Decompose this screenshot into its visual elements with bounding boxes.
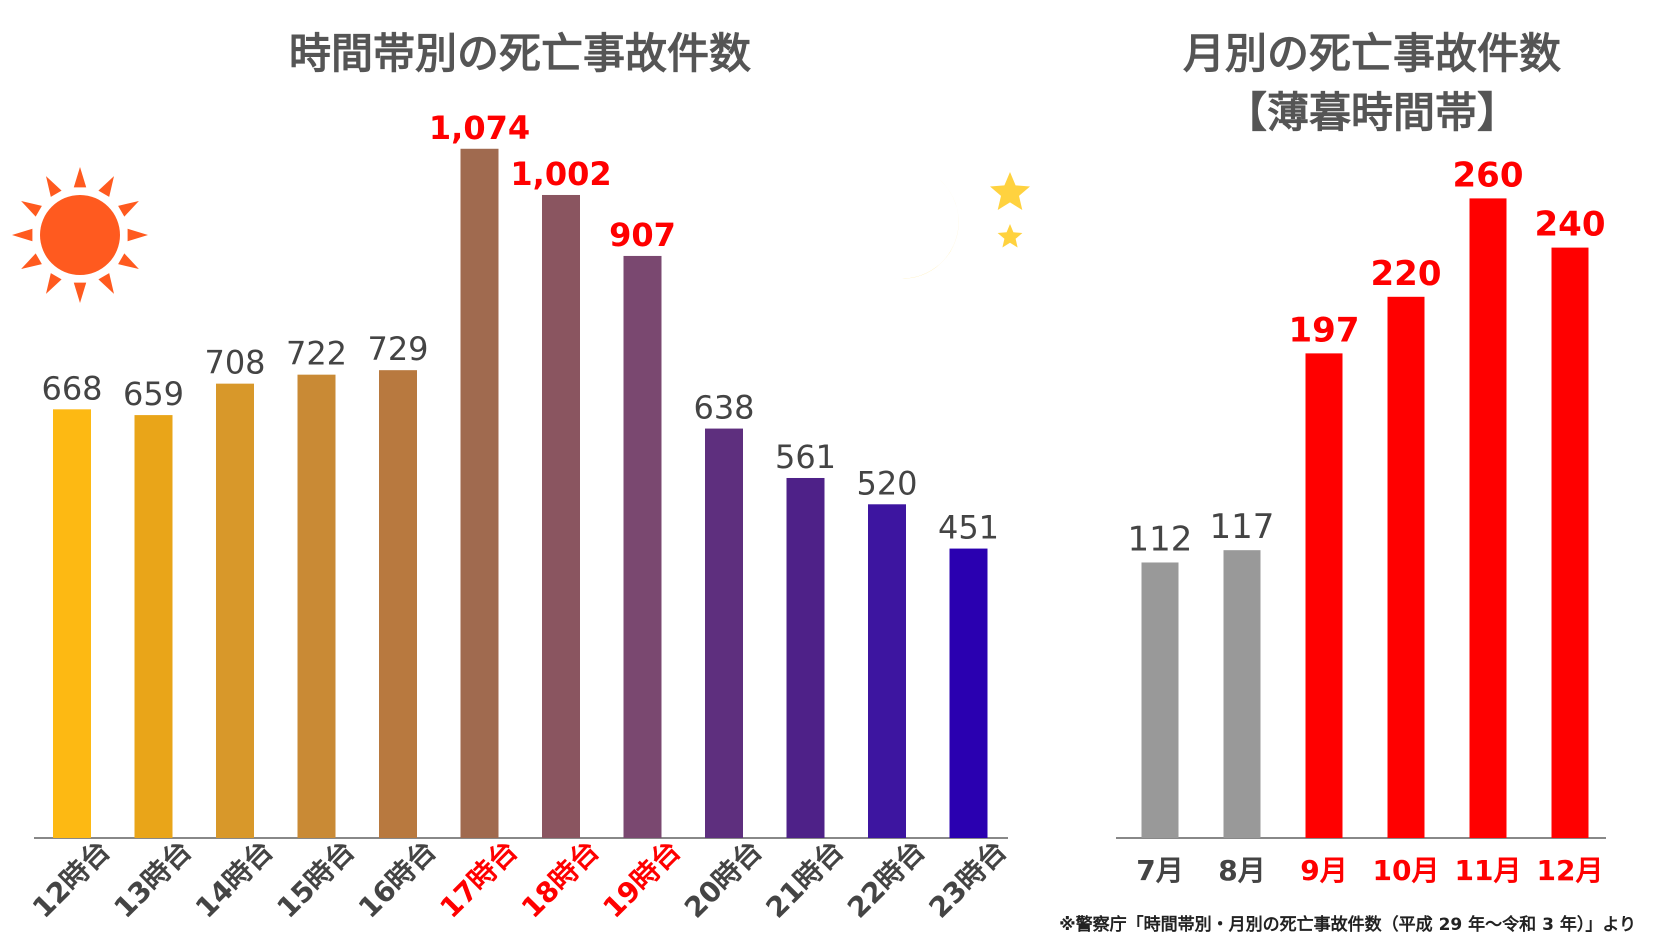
data-label: 451 [938,509,999,547]
bar-15時台 [297,374,336,838]
data-label: 638 [693,389,754,427]
sun-ray [21,253,42,269]
bar-13時台 [134,415,173,838]
data-label: 729 [367,330,428,368]
tick-label: 9月 [1300,854,1347,887]
left-bar-series: 668 12時台 659 13時台 708 14時台 722 15時台 729 16時台 1,074… [26,109,1013,925]
crescent-moon-icon [864,180,959,279]
tick-label: 8月 [1218,854,1265,887]
data-label: 722 [286,335,347,373]
sun-ray [46,273,62,294]
bar-22時台 [868,504,906,838]
data-label: 561 [775,438,836,476]
data-label: 1,002 [510,155,611,193]
sun-ray [12,228,33,242]
tick-label: 14時台 [189,834,279,924]
bar-10月 [1387,296,1425,838]
tick-label: 10月 [1373,854,1440,887]
tick-label: 16時台 [352,834,442,924]
source-note: ※警察庁「時間帯別・月別の死亡事故件数（平成 29 年～令和 3 年）」より [1059,914,1636,935]
right-bar-series: 112 7月 117 8月 197 9月 220 10月 260 11月 240 12月 [1128,155,1606,887]
data-label: 1,074 [429,109,530,147]
data-label: 220 [1371,254,1442,294]
data-label: 668 [41,369,102,407]
bar-11月 [1469,198,1507,838]
right-chart-title: 月別の死亡事故件数 [1183,29,1561,78]
tick-label: 22時台 [841,834,931,924]
data-label: 112 [1128,519,1193,559]
data-label: 520 [856,464,917,502]
tick-label: 17時台 [434,834,524,924]
data-label: 260 [1453,155,1524,195]
bar-21時台 [786,477,825,838]
bar-12月 [1551,247,1589,839]
bar-20時台 [705,428,743,838]
data-label: 240 [1535,205,1606,245]
sun-ray [21,201,42,217]
sun-ray [98,176,114,197]
sun-ray [127,228,148,242]
bar-7月 [1141,562,1179,838]
tick-label: 23時台 [923,834,1013,924]
data-label: 907 [609,216,676,254]
sun-ray [118,201,139,217]
tick-label: 18時台 [515,834,605,924]
sun-ray [98,273,114,294]
sun-ray [73,167,87,188]
data-label: 659 [123,375,184,413]
data-label: 117 [1210,507,1275,547]
sun-ray [46,176,62,197]
tick-label: 20時台 [678,834,768,924]
tick-label: 11月 [1455,854,1522,887]
tick-label: 12月 [1537,854,1604,887]
bar-23時台 [949,548,988,838]
bar-18時台 [542,194,580,838]
sun-ray [118,253,139,269]
tick-label: 21時台 [760,834,850,924]
tick-label: 15時台 [271,834,361,924]
bar-16時台 [379,370,417,838]
bar-14時台 [216,383,254,838]
tick-label: 19時台 [597,834,687,924]
bar-8月 [1223,550,1261,838]
sun-icon [12,167,148,303]
tick-label: 7月 [1136,854,1183,887]
bar-12時台 [53,409,91,838]
bar-17時台 [460,148,499,839]
star-icon [997,224,1023,248]
left-chart-title: 時間帯別の死亡事故件数 [289,29,751,78]
tick-label: 12時台 [26,834,116,924]
sun-disc [40,195,120,275]
data-label: 708 [204,344,265,382]
sun-ray [73,282,87,303]
star-icon [990,172,1030,210]
bar-19時台 [623,255,662,838]
bar-9月 [1305,353,1343,838]
data-label: 197 [1289,310,1360,350]
right-chart-subtitle: 【薄暮時間帯】 [1225,88,1519,137]
tick-label: 13時台 [108,834,198,924]
